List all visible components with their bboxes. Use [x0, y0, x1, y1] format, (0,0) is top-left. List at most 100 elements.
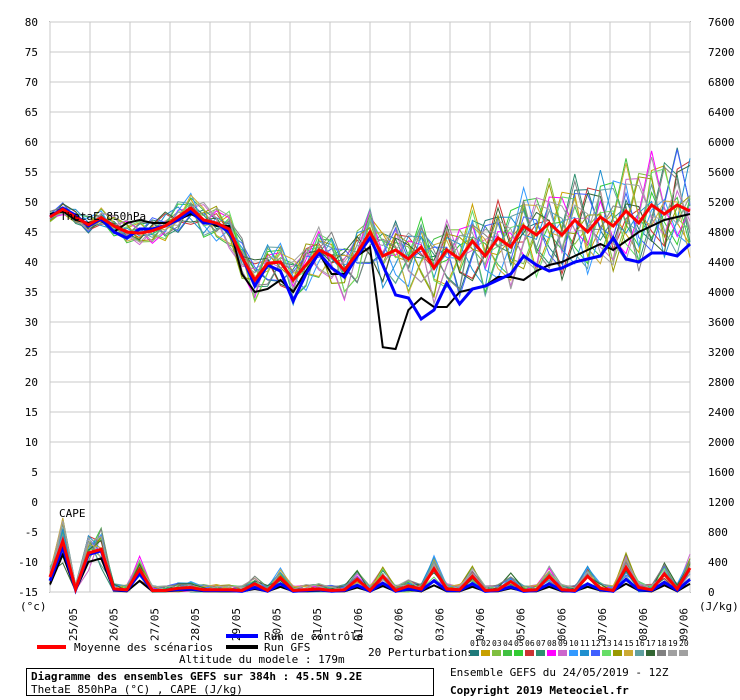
- perturbation-thetae-line: [49, 149, 691, 299]
- ensemble-run-label: Ensemble GEFS du 24/05/2019 - 12Z: [450, 666, 669, 679]
- perturbation-number: 20: [679, 639, 689, 648]
- perturbation-number: 14: [613, 639, 623, 648]
- right-unit-label: (J/kg): [699, 600, 739, 613]
- x-date-label: 26/05: [108, 608, 121, 641]
- left-tick-label: 80: [25, 16, 38, 29]
- perturbation-swatch: [657, 650, 666, 656]
- x-date-label: 09/06: [678, 608, 691, 641]
- left-tick-label: 50: [25, 196, 38, 209]
- left-tick-label: 30: [25, 316, 38, 329]
- diagram-subtitle: ThetaE 850hPa (°C) , CAPE (J/kg): [31, 683, 243, 696]
- left-tick-label: 15: [25, 406, 38, 419]
- perturbation-swatch: [613, 650, 622, 656]
- perturbation-swatch: [547, 650, 556, 656]
- perturbation-swatch: [470, 650, 479, 656]
- perturbation-number: 07: [536, 639, 546, 648]
- left-tick-label: 20: [25, 376, 38, 389]
- perturbation-number: 17: [646, 639, 656, 648]
- perturbation-swatch: [558, 650, 567, 656]
- x-date-label: 07/06: [596, 608, 609, 641]
- x-date-label: 29/05: [230, 608, 243, 641]
- perturbation-number: 04: [503, 639, 513, 648]
- left-tick-label: 0: [31, 496, 38, 509]
- right-tick-label: 6800: [708, 76, 735, 89]
- x-date-label: 01/06: [352, 608, 365, 641]
- thetae-panel-label: ThetaE 850hPa: [60, 210, 146, 223]
- perturbation-swatch: [635, 650, 644, 656]
- perturbation-legend: 01 02 03 04 05 06 07 08 09 10 11 12 13 14 15 16 17 18 19 20: [470, 639, 689, 656]
- x-date-label: 08/06: [637, 608, 650, 641]
- right-axis-ticks: 7600720068006400600056005200480044004000…: [708, 16, 735, 599]
- left-tick-label: 5: [31, 466, 38, 479]
- perturbations-label: 20 Perturbations: [368, 646, 474, 659]
- altitude-label: Altitude du modele : 179m: [179, 653, 345, 666]
- legend-mean-label: Moyenne des scénarios: [74, 641, 213, 654]
- perturbation-number: 18: [657, 639, 667, 648]
- left-tick-label: -10: [18, 556, 38, 569]
- x-date-label: 05/06: [515, 608, 528, 641]
- x-date-label: 04/06: [474, 608, 487, 641]
- cape-panel-label: CAPE: [59, 507, 86, 520]
- copyright-label: Copyright 2019 Meteociel.fr: [450, 684, 629, 697]
- perturbation-number: 02: [481, 639, 491, 648]
- left-tick-label: 70: [25, 76, 38, 89]
- right-tick-label: 4400: [708, 256, 735, 269]
- diagram-title: Diagramme des ensembles GEFS sur 384h : …: [31, 670, 363, 683]
- perturbation-number: 06: [525, 639, 535, 648]
- right-tick-label: 5600: [708, 166, 735, 179]
- left-tick-label: 25: [25, 346, 38, 359]
- right-tick-label: 6400: [708, 106, 735, 119]
- right-tick-label: 7200: [708, 46, 735, 59]
- main-series-lines: [48, 202, 692, 595]
- left-tick-label: 65: [25, 106, 38, 119]
- left-tick-label: 60: [25, 136, 38, 149]
- perturbation-swatch: [591, 650, 600, 656]
- perturbation-swatch: [624, 650, 633, 656]
- left-unit-label: (°c): [20, 600, 47, 613]
- right-tick-label: 3200: [708, 346, 735, 359]
- legend-gfs-label: Run GFS: [264, 641, 310, 654]
- gfs-thetae-line: [49, 209, 691, 351]
- x-date-label: 30/05: [271, 608, 284, 641]
- perturbation-swatch: [481, 650, 490, 656]
- left-tick-label: 45: [25, 226, 38, 239]
- right-tick-label: 7600: [708, 16, 735, 29]
- x-date-label: 28/05: [189, 608, 202, 641]
- x-date-label: 06/06: [555, 608, 568, 641]
- left-tick-label: 40: [25, 256, 38, 269]
- perturbation-swatch: [525, 650, 534, 656]
- x-date-label: 25/05: [67, 608, 80, 641]
- perturbation-swatch: [503, 650, 512, 656]
- perturbation-swatch: [580, 650, 589, 656]
- right-tick-label: 1200: [708, 496, 735, 509]
- info-box: Diagramme des ensembles GEFS sur 384h : …: [26, 668, 434, 696]
- right-tick-label: 4000: [708, 286, 735, 299]
- left-tick-label: 35: [25, 286, 38, 299]
- perturbation-number: 12: [591, 639, 601, 648]
- legend-control-label: Run de contrôle: [264, 630, 363, 643]
- perturbation-swatch: [492, 650, 501, 656]
- right-tick-label: 2800: [708, 376, 735, 389]
- perturbation-swatch: [569, 650, 578, 656]
- perturbation-number: 15: [624, 639, 634, 648]
- right-tick-label: 0: [708, 586, 715, 599]
- perturbation-swatch: [514, 650, 523, 656]
- perturbation-number: 16: [635, 639, 645, 648]
- perturbation-swatch: [602, 650, 611, 656]
- right-tick-label: 800: [708, 526, 728, 539]
- perturbation-number: 01: [470, 639, 480, 648]
- x-date-label: 02/06: [393, 608, 406, 641]
- perturbation-number: 05: [514, 639, 524, 648]
- x-axis-date-labels: 25/05 26/05 27/05 28/05 29/05 30/05 31/05 01/06…: [67, 608, 691, 641]
- perturbation-number: 08: [547, 639, 557, 648]
- x-date-label: 03/06: [433, 608, 446, 641]
- perturbation-thetae-line: [49, 182, 691, 299]
- right-tick-label: 400: [708, 556, 728, 569]
- right-tick-label: 2400: [708, 406, 735, 419]
- perturbation-swatch: [679, 650, 688, 656]
- right-tick-label: 5200: [708, 196, 735, 209]
- perturbation-swatch: [668, 650, 677, 656]
- perturbation-number: 09: [558, 639, 568, 648]
- right-tick-label: 4800: [708, 226, 735, 239]
